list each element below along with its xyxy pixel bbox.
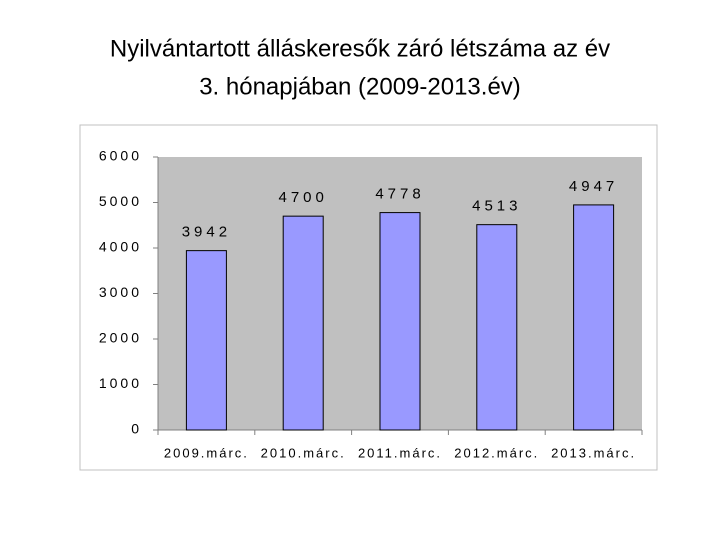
chart-title: Nyilvántartott álláskeresők záró létszám…	[110, 35, 610, 62]
bar	[185, 250, 227, 431]
value-label: 4778	[375, 186, 424, 203]
chart-title: 3. hónapjában (2009-2013.év)	[199, 73, 521, 100]
value-label: 3942	[182, 224, 231, 241]
y-tick-label: 2000	[99, 330, 142, 346]
x-tick-label: 2009.márc.	[164, 445, 249, 460]
y-tick-label: 5000	[99, 193, 142, 209]
y-tick-label: 3000	[99, 284, 142, 300]
x-tick-label: 2013.márc.	[551, 445, 636, 460]
bar	[282, 215, 324, 431]
x-tick-label: 2010.márc.	[261, 445, 346, 460]
value-label: 4947	[569, 178, 618, 195]
bar	[573, 204, 615, 431]
y-tick-label: 1000	[99, 375, 142, 391]
y-tick-label: 0	[131, 421, 142, 437]
x-tick-label: 2011.márc.	[358, 445, 442, 460]
y-tick-label: 4000	[99, 239, 142, 255]
y-tick-label: 6000	[99, 148, 142, 164]
value-label: 4700	[279, 189, 328, 206]
bar	[379, 212, 421, 431]
value-label: 4513	[472, 198, 521, 215]
bar	[476, 224, 518, 431]
x-tick-label: 2012.márc.	[454, 445, 539, 460]
